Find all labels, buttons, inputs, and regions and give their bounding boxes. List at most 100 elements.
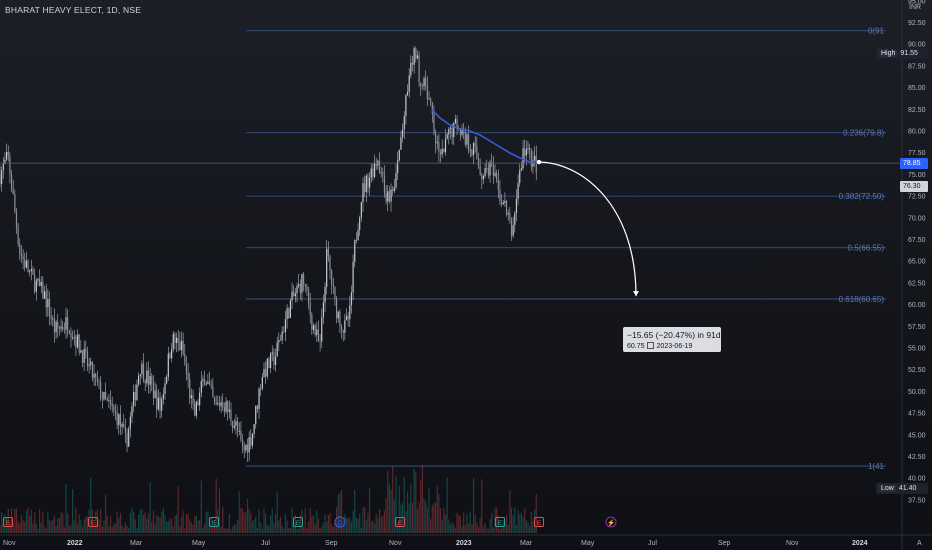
volume-bar (496, 507, 498, 533)
volume-bar (482, 525, 485, 533)
currency-label[interactable]: INR (909, 4, 922, 11)
event-letter: E (91, 520, 96, 527)
volume-bar (304, 508, 306, 533)
candle-body (274, 356, 277, 365)
volume-bar (190, 522, 192, 533)
ma-price-label: 78.85 (900, 158, 928, 169)
candle-body (425, 78, 427, 86)
fib-level-label: 0(91 (868, 27, 885, 36)
candle-body (45, 291, 47, 308)
volume-bar (383, 511, 386, 533)
volume-bar (2, 523, 4, 533)
projection-target-price: 60.75 (627, 343, 645, 350)
earnings-event-icon (88, 517, 98, 527)
volume-bar (270, 515, 272, 533)
candle-body (296, 286, 298, 294)
candle-body (322, 302, 324, 318)
candle-body (12, 189, 14, 195)
volume-bar (524, 508, 526, 533)
volume-bar (171, 518, 173, 533)
time-tick: Jul (648, 540, 657, 547)
volume-bar (40, 523, 42, 533)
projection-start-handle[interactable] (536, 159, 542, 165)
volume-bar (514, 507, 516, 533)
time-tick: 2023 (456, 540, 472, 547)
candle-body (90, 362, 92, 365)
candle-body (372, 168, 374, 178)
candle-body (179, 342, 181, 351)
candle-body (369, 177, 371, 188)
candle-body (240, 430, 242, 440)
candle-body (177, 337, 179, 343)
candle-body (527, 148, 529, 150)
volume-bar (232, 526, 234, 533)
volume-bar (167, 521, 169, 533)
volume-bar (138, 514, 140, 533)
candle-body (387, 191, 389, 202)
volume-bar (6, 517, 8, 533)
volume-bar (205, 512, 207, 533)
candle-body (472, 143, 475, 155)
volume-bar (443, 507, 445, 533)
projection-tooltip: −15.65 (−20.47%) in 91d 60.75 2023-06-19 (623, 327, 721, 352)
price-tick: 85.00 (908, 85, 926, 92)
candle-body (141, 363, 143, 375)
volume-bar (461, 526, 463, 533)
candle-body (507, 213, 509, 215)
candle-body (489, 161, 491, 176)
volume-bar (91, 509, 93, 533)
candle-body (312, 325, 315, 330)
candle-body (301, 273, 303, 293)
candle-body (332, 285, 334, 287)
volume-bar (326, 521, 328, 533)
fib-level-label: 0.618(60.65) (839, 295, 885, 304)
volume-bar (101, 526, 103, 533)
candle-body (423, 78, 425, 87)
projection-curve[interactable] (538, 161, 637, 297)
volume-bar (418, 502, 420, 533)
volume-bar (251, 520, 254, 533)
volume-bar (100, 509, 102, 533)
fib-level-label: 0.382(72.50) (839, 192, 885, 201)
candle-body (402, 129, 404, 138)
candle-body (359, 217, 361, 231)
volume-bar (37, 528, 39, 533)
candle-body (314, 325, 316, 336)
volume-bar (10, 508, 13, 533)
volume-bar (334, 520, 336, 533)
fibonacci-retracement[interactable]: 0(91 0.236(79.8) 0.382(72.50) 0.5(66.55) 0.6… (246, 27, 886, 471)
volume-bar (420, 479, 422, 533)
candle-body (131, 406, 133, 417)
candle-body (487, 168, 489, 176)
candle-body (114, 410, 117, 413)
volume-bar (433, 503, 435, 533)
candle-body (29, 271, 31, 272)
volume-bar (517, 510, 519, 533)
candle-body (331, 270, 333, 286)
volume-bar (519, 514, 521, 533)
volume-bar (75, 507, 77, 533)
candle-body (220, 402, 222, 407)
volume-bar (468, 522, 470, 533)
candle-body (152, 383, 155, 399)
symbol-title[interactable]: BHARAT HEAVY ELECT, 1D, NSE (5, 5, 142, 15)
volume-bar (307, 521, 310, 533)
candle-body (109, 400, 112, 405)
volume-bar (116, 511, 118, 533)
candle-body (509, 213, 511, 220)
candle-body (52, 318, 54, 320)
volume-bar (435, 502, 437, 533)
candle-body (81, 350, 84, 363)
price-axis-labels: 95.00 92.50 90.00 87.50 85.00 82.50 80.00 77.50… (908, 0, 926, 547)
price-tick: 65.00 (908, 259, 926, 266)
candle-body (364, 183, 366, 192)
candle-body (205, 383, 207, 385)
candle-body (392, 189, 394, 192)
volume-bar (243, 512, 245, 533)
candle-body (354, 240, 356, 262)
volume-bar (174, 516, 176, 533)
moving-average-line (431, 109, 540, 163)
earnings-event-icon (395, 517, 405, 527)
candle-body (253, 424, 255, 434)
